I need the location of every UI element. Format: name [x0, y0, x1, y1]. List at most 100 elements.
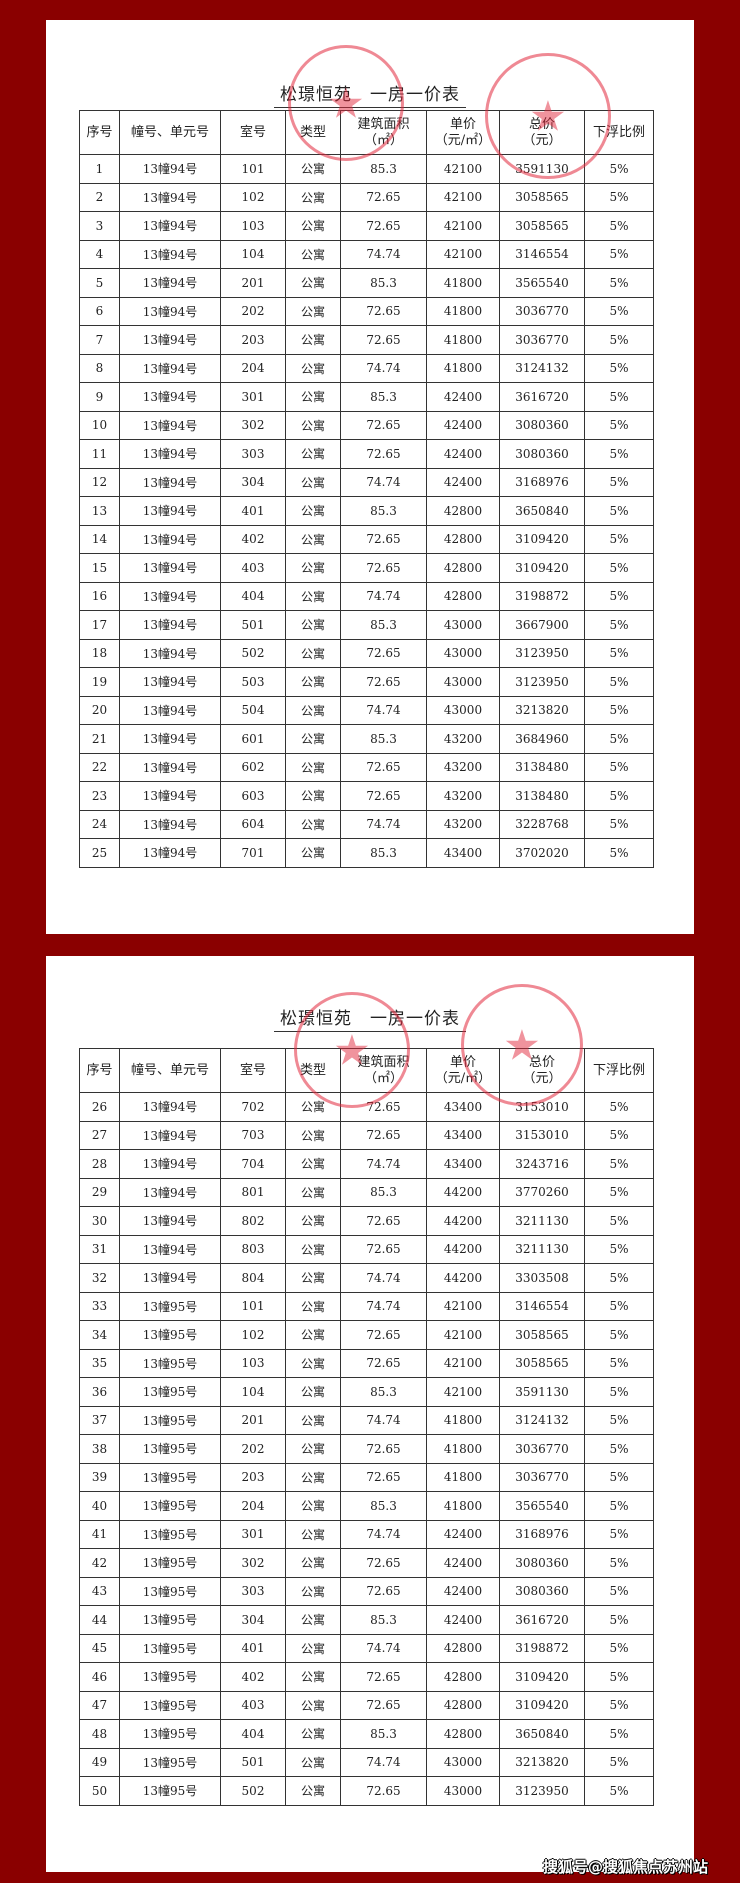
cell-building-unit: 13幢94号 [119, 610, 221, 640]
cell-area: 72.65 [340, 1206, 427, 1236]
cell-discount: 5% [584, 1092, 654, 1122]
cell-discount: 5% [584, 838, 654, 868]
cell-total-price: 3080360 [499, 439, 585, 469]
cell-index: 50 [79, 1776, 120, 1806]
cell-discount: 5% [584, 325, 654, 355]
cell-room: 304 [220, 467, 286, 497]
cell-area: 74.74 [340, 353, 427, 383]
cell-index: 5 [79, 268, 120, 298]
cell-area: 85.3 [340, 610, 427, 640]
cell-area: 72.65 [340, 1120, 427, 1150]
cell-type: 公寓 [285, 724, 341, 754]
cell-discount: 5% [584, 382, 654, 412]
cell-type: 公寓 [285, 1690, 341, 1720]
header-room: 室号 [220, 1048, 286, 1093]
table-row: 38 13幢95号 202 公寓 72.65 41800 3036770 5% [79, 1434, 654, 1464]
cell-index: 28 [79, 1149, 120, 1179]
cell-area: 74.74 [340, 1519, 427, 1549]
cell-building-unit: 13幢94号 [119, 325, 221, 355]
cell-building-unit: 13幢94号 [119, 154, 221, 184]
cell-type: 公寓 [285, 1776, 341, 1806]
cell-discount: 5% [584, 1633, 654, 1663]
cell-area: 85.3 [340, 496, 427, 526]
cell-area: 74.74 [340, 809, 427, 839]
table-row: 31 13幢94号 803 公寓 72.65 44200 3211130 5% [79, 1234, 654, 1264]
cell-discount: 5% [584, 1405, 654, 1435]
cell-index: 15 [79, 553, 120, 583]
cell-index: 38 [79, 1434, 120, 1464]
cell-discount: 5% [584, 1320, 654, 1350]
table-row: 49 13幢95号 501 公寓 74.74 43000 3213820 5% [79, 1747, 654, 1777]
cell-building-unit: 13幢94号 [119, 467, 221, 497]
cell-area: 72.65 [340, 781, 427, 811]
cell-room: 203 [220, 325, 286, 355]
cell-type: 公寓 [285, 1263, 341, 1293]
cell-building-unit: 13幢94号 [119, 752, 221, 782]
cell-unit-price: 42100 [426, 1348, 500, 1378]
cell-index: 29 [79, 1177, 120, 1207]
cell-type: 公寓 [285, 211, 341, 241]
cell-total-price: 3198872 [499, 581, 585, 611]
cell-index: 13 [79, 496, 120, 526]
cell-unit-price: 43200 [426, 809, 500, 839]
cell-area: 85.3 [340, 268, 427, 298]
cell-room: 404 [220, 581, 286, 611]
header-unit-price: 单价 （元/㎡） [426, 110, 500, 155]
cell-discount: 5% [584, 1120, 654, 1150]
cell-discount: 5% [584, 1662, 654, 1692]
cell-discount: 5% [584, 724, 654, 754]
cell-type: 公寓 [285, 1576, 341, 1606]
cell-unit-price: 43000 [426, 610, 500, 640]
cell-area: 72.65 [340, 296, 427, 326]
cell-type: 公寓 [285, 610, 341, 640]
cell-area: 85.3 [340, 838, 427, 868]
table-row: 29 13幢94号 801 公寓 85.3 44200 3770260 5% [79, 1177, 654, 1207]
cell-building-unit: 13幢94号 [119, 439, 221, 469]
cell-total-price: 3109420 [499, 553, 585, 583]
cell-area: 74.74 [340, 1149, 427, 1179]
table-row: 14 13幢94号 402 公寓 72.65 42800 3109420 5% [79, 524, 654, 554]
document-title: 松璟恒苑 一房一价表 [46, 80, 694, 108]
table-row: 48 13幢95号 404 公寓 85.3 42800 3650840 5% [79, 1719, 654, 1749]
cell-type: 公寓 [285, 182, 341, 212]
cell-area: 85.3 [340, 1177, 427, 1207]
cell-type: 公寓 [285, 1234, 341, 1264]
cell-area: 85.3 [340, 382, 427, 412]
cell-unit-price: 43400 [426, 1149, 500, 1179]
table-row: 44 13幢95号 304 公寓 85.3 42400 3616720 5% [79, 1605, 654, 1635]
cell-index: 31 [79, 1234, 120, 1264]
table-row: 42 13幢95号 302 公寓 72.65 42400 3080360 5% [79, 1548, 654, 1578]
cell-total-price: 3058565 [499, 1348, 585, 1378]
cell-room: 104 [220, 239, 286, 269]
cell-building-unit: 13幢94号 [119, 1092, 221, 1122]
cell-index: 30 [79, 1206, 120, 1236]
cell-room: 803 [220, 1234, 286, 1264]
cell-discount: 5% [584, 695, 654, 725]
cell-index: 25 [79, 838, 120, 868]
cell-total-price: 3770260 [499, 1177, 585, 1207]
cell-area: 74.74 [340, 1747, 427, 1777]
cell-unit-price: 44200 [426, 1177, 500, 1207]
cell-index: 48 [79, 1719, 120, 1749]
cell-discount: 5% [584, 211, 654, 241]
cell-area: 72.65 [340, 1320, 427, 1350]
cell-room: 204 [220, 1491, 286, 1521]
cell-total-price: 3591130 [499, 1377, 585, 1407]
cell-index: 10 [79, 410, 120, 440]
cell-building-unit: 13幢95号 [119, 1462, 221, 1492]
cell-total-price: 3124132 [499, 1405, 585, 1435]
table-row: 18 13幢94号 502 公寓 72.65 43000 3123950 5% [79, 638, 654, 668]
cell-discount: 5% [584, 1206, 654, 1236]
table-row: 36 13幢95号 104 公寓 85.3 42100 3591130 5% [79, 1377, 654, 1407]
table-row: 25 13幢94号 701 公寓 85.3 43400 3702020 5% [79, 838, 654, 868]
cell-index: 22 [79, 752, 120, 782]
cell-total-price: 3684960 [499, 724, 585, 754]
cell-area: 72.65 [340, 667, 427, 697]
cell-unit-price: 41800 [426, 296, 500, 326]
cell-building-unit: 13幢94号 [119, 1234, 221, 1264]
cell-room: 303 [220, 439, 286, 469]
cell-type: 公寓 [285, 325, 341, 355]
cell-room: 301 [220, 382, 286, 412]
cell-discount: 5% [584, 1747, 654, 1777]
table-row: 7 13幢94号 203 公寓 72.65 41800 3036770 5% [79, 325, 654, 355]
